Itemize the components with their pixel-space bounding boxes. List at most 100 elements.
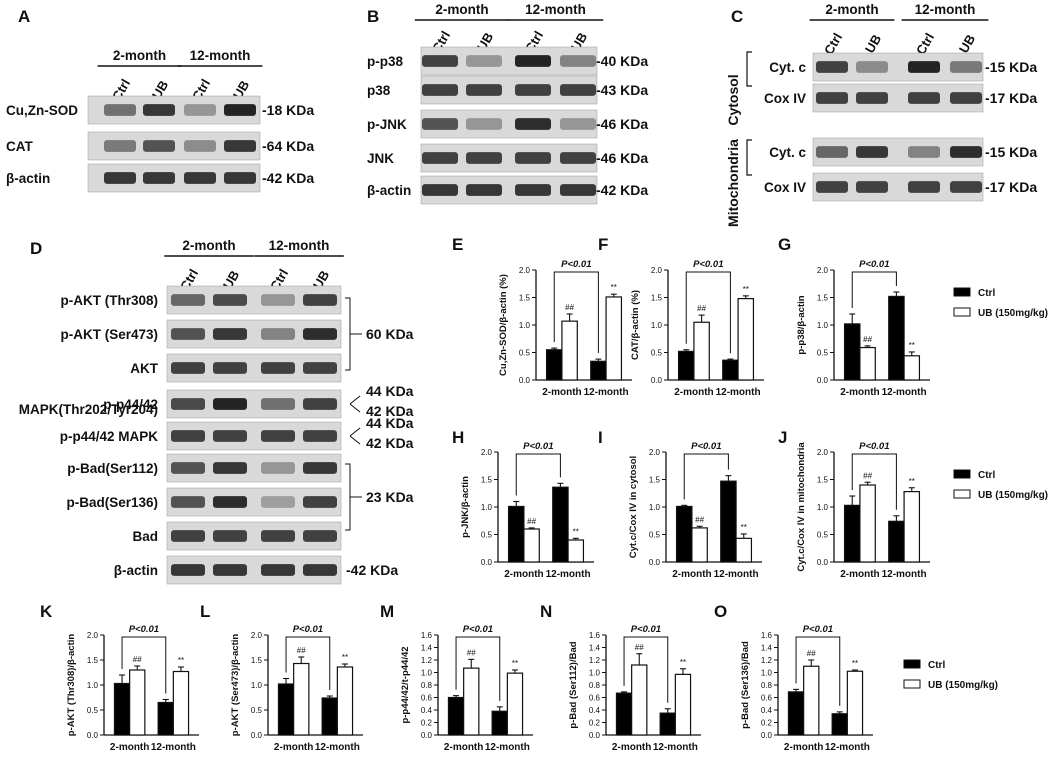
panel-letter-h: H xyxy=(452,428,464,447)
significance-mark: ** xyxy=(342,653,348,662)
x-tick-label: 2-month xyxy=(840,387,879,398)
legend-label-ub: UB (150mg/kg) xyxy=(978,308,1048,319)
significance-mark: ** xyxy=(512,659,518,668)
mw-label: 42 KDa xyxy=(366,403,414,419)
blot-band xyxy=(856,92,888,104)
chart-l: L 0.0 0.5 1.0 1.5 2.0 p-AKT (Ser473)/β-actin 2-… xyxy=(200,602,363,753)
blot-band xyxy=(143,140,175,152)
y-tick-label: 0.2 xyxy=(589,719,601,728)
y-tick-label: 0.8 xyxy=(761,681,773,690)
y-tick-label: 2.0 xyxy=(251,631,263,640)
y-axis-label: Cu,Zn-SOD/β-actin (%) xyxy=(498,274,509,376)
y-tick-label: 1.0 xyxy=(481,503,493,512)
y-tick-label: 0.6 xyxy=(589,694,601,703)
mw-label: 23 KDa xyxy=(366,489,414,505)
blot-band xyxy=(422,118,458,130)
blot-band xyxy=(104,172,136,184)
group-label: 2-month xyxy=(435,2,488,17)
blot-band xyxy=(171,398,205,410)
chart-k: K 0.0 0.5 1.0 1.5 2.0 p-AKT (Thr308)/β-actin 2-… xyxy=(40,602,199,753)
legend-3: Ctrl UB (150mg/kg) xyxy=(903,659,998,691)
bar-ctrl xyxy=(507,505,525,563)
blot-band xyxy=(950,61,982,73)
mw-label: -17 KDa xyxy=(985,179,1037,195)
section-bracket xyxy=(746,51,752,87)
blot-band xyxy=(224,104,256,116)
mw-label: -43 KDa xyxy=(596,82,648,98)
significance-mark: ## xyxy=(807,649,816,658)
significance-bracket xyxy=(685,271,731,354)
legend-label-ctrl: Ctrl xyxy=(978,288,995,299)
bar-ub xyxy=(903,355,921,381)
blot-band xyxy=(816,92,848,104)
panel-letter-a: A xyxy=(18,7,30,26)
bar-ub xyxy=(693,321,710,381)
significance-bracket xyxy=(623,636,669,703)
blot-band xyxy=(213,398,247,410)
x-tick-label: 2-month xyxy=(274,742,313,753)
section-bracket xyxy=(746,139,752,176)
mw-label: 60 KDa xyxy=(366,326,414,342)
bar-ctrl xyxy=(787,691,805,736)
y-tick-label: 1.0 xyxy=(761,669,773,678)
group-label: 2-month xyxy=(113,48,166,63)
row-label: AKT xyxy=(130,361,158,376)
row-label: p-AKT (Ser473) xyxy=(60,327,158,342)
y-axis-label: CAT/β-actin (%) xyxy=(630,290,641,360)
bar-ub xyxy=(735,537,753,563)
row-label: p-p38 xyxy=(367,54,403,69)
y-tick-label: 0.0 xyxy=(481,558,493,567)
blot-band xyxy=(261,328,295,340)
y-tick-label: 0.4 xyxy=(761,706,773,715)
panel-letter-b: B xyxy=(367,7,379,26)
p-value-label: P<0.01 xyxy=(691,441,721,452)
blot-band xyxy=(261,430,295,442)
p-value-label: P<0.01 xyxy=(129,624,159,635)
panel-letter-c: C xyxy=(731,7,743,26)
panel-letter-e: E xyxy=(452,235,463,254)
y-tick-label: 0.8 xyxy=(589,681,601,690)
bar-ub xyxy=(846,670,864,736)
y-tick-label: 1.0 xyxy=(519,321,531,330)
chart-h: H 0.0 0.5 1.0 1.5 2.0 p-JNK/β-actin 2-month ## 12… xyxy=(452,428,594,580)
bar-ub xyxy=(129,669,146,736)
bar-ctrl xyxy=(491,710,508,736)
y-tick-label: 1.5 xyxy=(817,294,829,303)
blot-band xyxy=(908,146,940,158)
row-label-line2: MAPK(Thr202/Tyr204) xyxy=(19,402,158,417)
legend-swatch-ctrl xyxy=(953,469,971,479)
p-value-label: P<0.01 xyxy=(293,624,323,635)
row-label: p-p44/42 MAPK xyxy=(60,429,159,444)
section-label-mitochondria: Mitochondria xyxy=(725,139,741,227)
mw-label: -46 KDa xyxy=(596,116,648,132)
y-tick-label: 0.0 xyxy=(421,731,433,740)
y-tick-label: 2.0 xyxy=(519,266,531,275)
mw-label: 42 KDa xyxy=(366,435,414,451)
x-tick-label: 12-month xyxy=(653,742,698,753)
mw-label: 44 KDa xyxy=(366,415,414,431)
p-value-label: P<0.01 xyxy=(859,259,889,270)
blot-band xyxy=(261,564,295,576)
chart-j: J 0.0 0.5 1.0 1.5 2.0 Cyt.c/Cox IV in mitochon… xyxy=(778,428,930,580)
blot-band xyxy=(213,328,247,340)
y-tick-label: 2.0 xyxy=(817,266,829,275)
y-tick-label: 0.4 xyxy=(421,706,433,715)
row-label: p-Bad(Ser136) xyxy=(66,495,158,510)
blot-band xyxy=(303,328,337,340)
x-tick-label: 12-month xyxy=(485,742,530,753)
legend-1: Ctrl UB (150mg/kg) xyxy=(953,287,1048,319)
significance-mark: ## xyxy=(635,643,644,652)
y-tick-label: 1.5 xyxy=(251,656,263,665)
row-label: Cyt. c xyxy=(769,60,806,75)
y-tick-label: 1.6 xyxy=(589,631,601,640)
blot-band xyxy=(261,462,295,474)
mw-label: -42 KDa xyxy=(262,170,314,186)
blot-band xyxy=(908,181,940,193)
significance-mark: ** xyxy=(741,523,747,532)
significance-mark: ** xyxy=(680,658,686,667)
row-label: Cu,Zn-SOD xyxy=(6,103,78,118)
y-tick-label: 1.2 xyxy=(589,656,601,665)
chart-i: I 0.0 0.5 1.0 1.5 2.0 Cyt.c/Cox IV in cytosol 2… xyxy=(598,428,762,580)
blot-band xyxy=(560,84,596,96)
